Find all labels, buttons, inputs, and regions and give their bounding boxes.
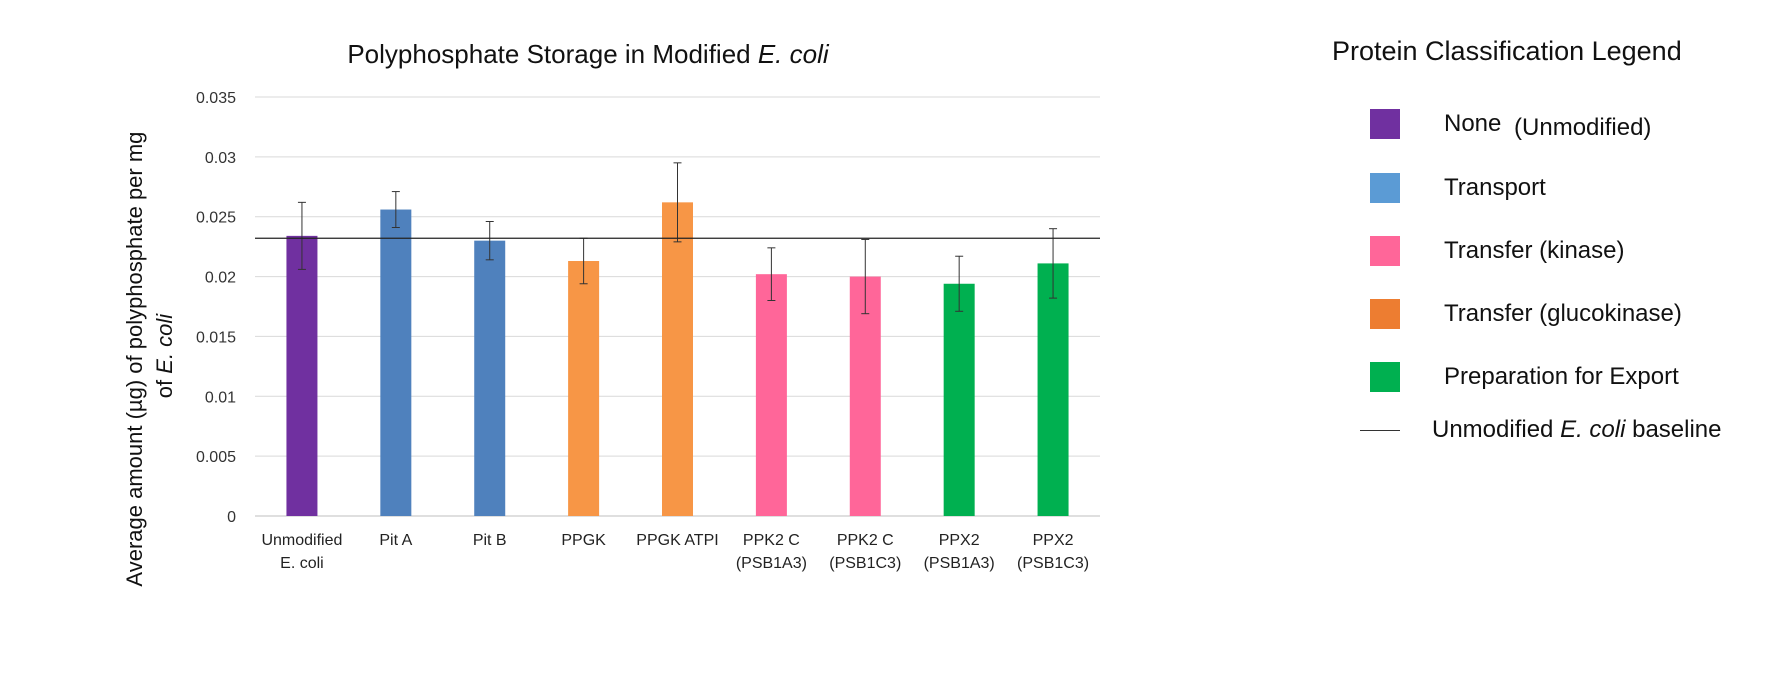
error-bars — [297, 162, 1058, 315]
y-tick-label: 0.03 — [205, 150, 236, 167]
y-tick-label: 0.025 — [196, 210, 236, 227]
bar — [755, 274, 787, 516]
y-tick-label: 0.015 — [196, 329, 236, 346]
legend-label-none: None (Unmodified) — [1444, 110, 1652, 141]
x-tick-label: PPK2 C (PSB1A3) — [736, 532, 807, 572]
legend-label-transfer-kinase: Transfer (kinase) — [1444, 237, 1625, 264]
chart-title: Polyphosphate Storage in Modified E. col… — [347, 39, 830, 69]
y-tick-label: 0.01 — [205, 389, 236, 406]
legend-swatch-transfer-glucokinase — [1370, 299, 1400, 329]
bar — [568, 261, 600, 516]
y-axis-label: Average amount (µg) of polyphosphate per… — [122, 125, 177, 586]
y-axis-tick-labels: 0 0.005 0.01 0.015 0.02 0.025 0.03 0.035 — [196, 90, 236, 526]
legend-swatch-transfer-kinase — [1370, 236, 1400, 266]
bar — [662, 202, 693, 516]
legend-label-transfer-glucokinase: Transfer (glucokinase) — [1444, 300, 1682, 327]
legend-label-baseline: Unmodified E. coli baseline — [1432, 416, 1722, 443]
legend-item-transport: Transport — [1370, 172, 1546, 204]
legend-item-none: None (Unmodified) — [1370, 108, 1652, 141]
y-tick-label: 0.02 — [205, 270, 236, 287]
y-tick-label: 0.035 — [196, 90, 236, 107]
x-tick-label: PPGK — [561, 532, 606, 549]
y-tick-label: 0 — [227, 509, 236, 526]
x-tick-label: Unmodified E. coli — [261, 532, 342, 572]
x-tick-label: PPX2 (PSB1C3) — [1017, 532, 1089, 572]
x-tick-label: Pit A — [379, 532, 412, 549]
legend-item-export: Preparation for Export — [1370, 361, 1679, 393]
x-tick-label: Pit B — [473, 532, 507, 549]
y-tick-label: 0.005 — [196, 449, 236, 466]
bar — [849, 276, 881, 516]
x-tick-label: PPGK ATPI — [636, 532, 718, 549]
legend-swatch-none — [1370, 109, 1400, 139]
bar — [474, 240, 506, 516]
legend-item-baseline: Unmodified E. coli baseline — [1360, 414, 1722, 446]
legend-item-transfer-kinase: Transfer (kinase) — [1370, 235, 1625, 267]
bar — [943, 283, 975, 516]
bars — [286, 202, 1069, 516]
x-tick-label: PPK2 C (PSB1C3) — [829, 532, 901, 572]
legend-swatch-transport — [1370, 173, 1400, 203]
bar — [286, 235, 318, 516]
legend-swatch-export — [1370, 362, 1400, 392]
bar — [380, 209, 412, 516]
legend-label-export: Preparation for Export — [1444, 363, 1679, 390]
legend-label-transport: Transport — [1444, 174, 1546, 201]
legend-title: Protein Classification Legend — [1332, 36, 1682, 66]
x-axis-tick-labels: Unmodified E. coli Pit A Pit B PPGK PPGK ATPI… — [261, 532, 1089, 572]
legend-baseline-line — [1360, 429, 1400, 431]
x-tick-label: PPX2 (PSB1A3) — [924, 532, 995, 572]
legend-item-transfer-glucokinase: Transfer (glucokinase) — [1370, 298, 1682, 330]
bar — [1037, 263, 1069, 516]
